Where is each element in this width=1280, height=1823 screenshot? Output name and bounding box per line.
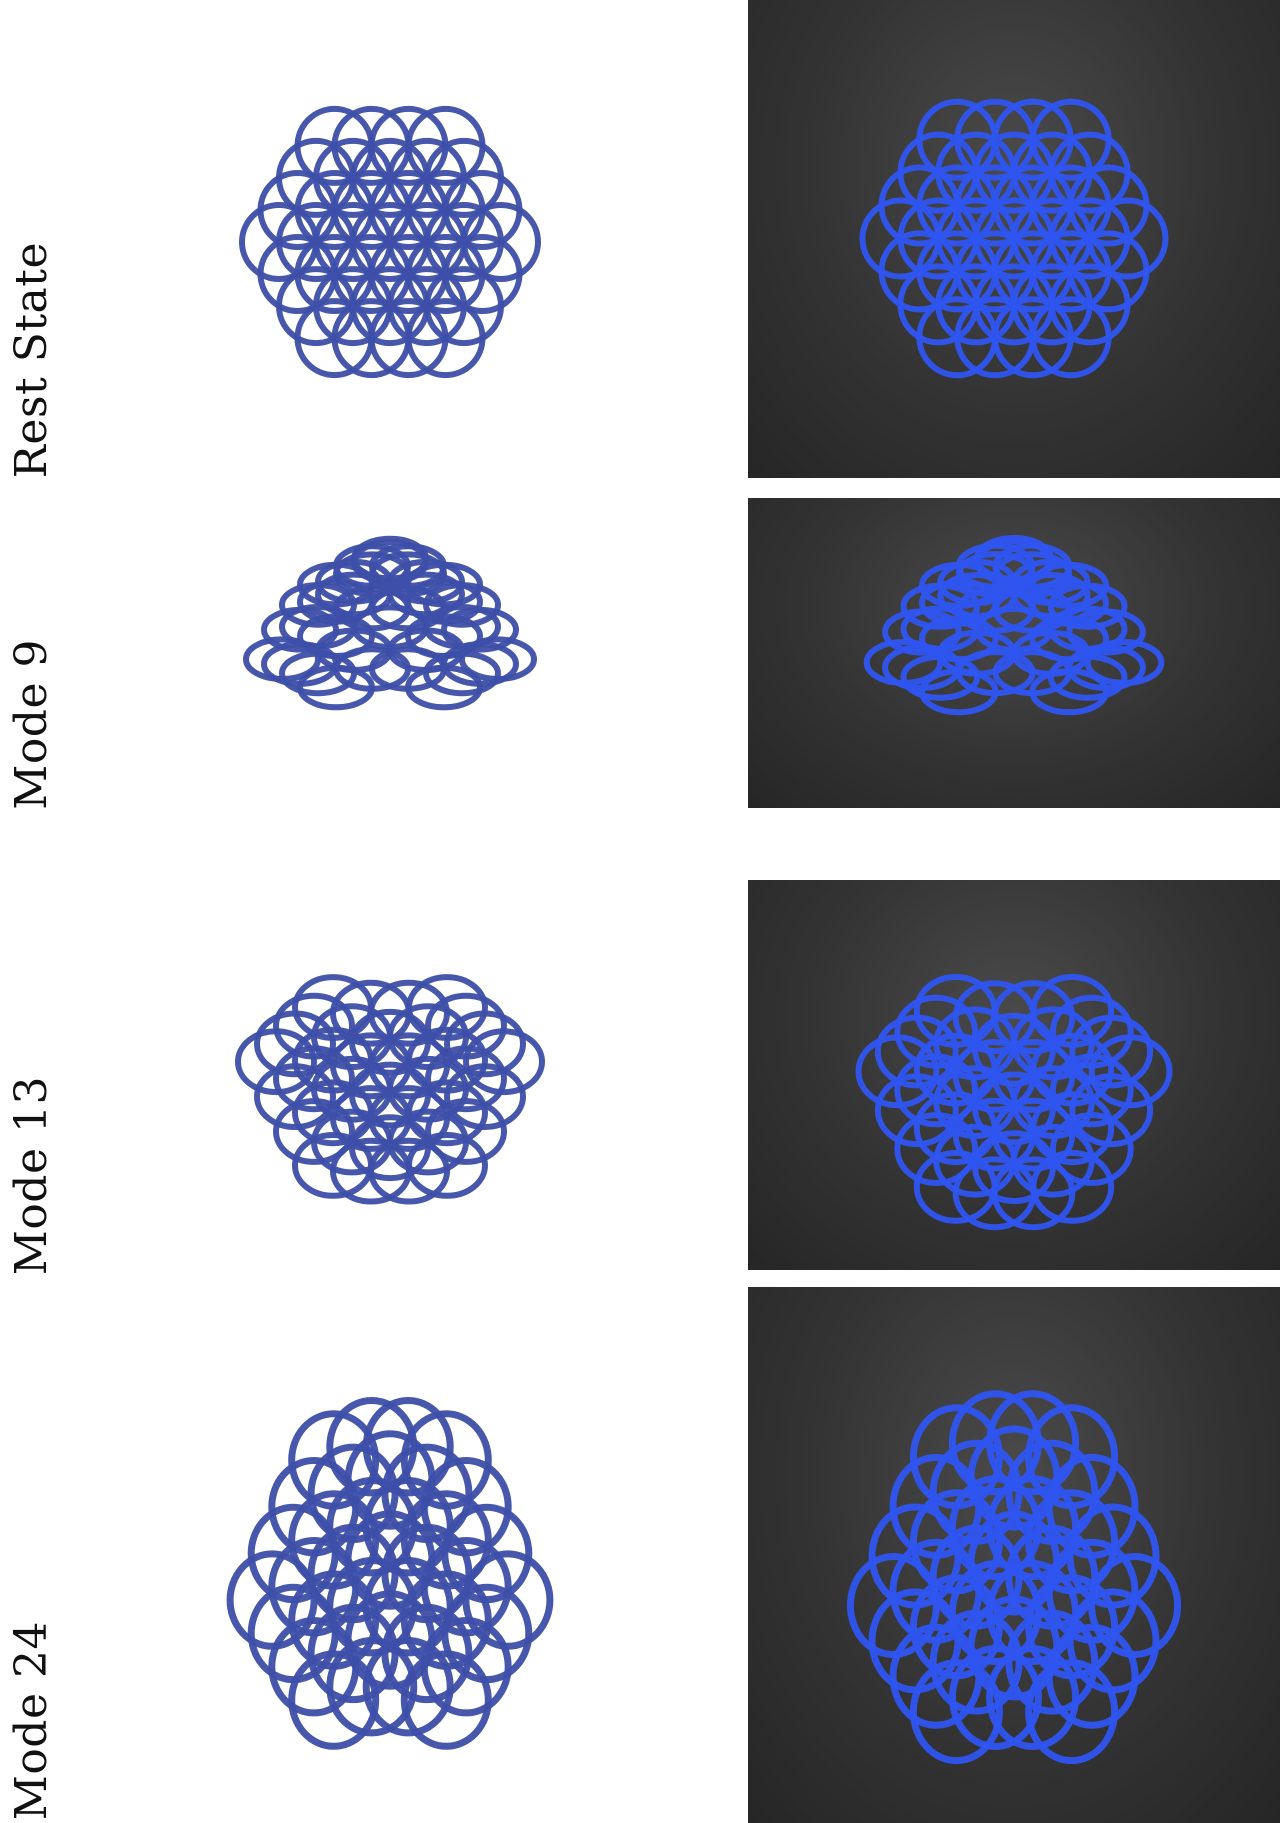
lattice-ring bbox=[441, 1583, 533, 1684]
lattice-ring bbox=[1069, 1073, 1154, 1148]
mode-9-shape-photo bbox=[863, 535, 1165, 716]
lattice-ring bbox=[1025, 1489, 1119, 1595]
simulation-mode-13 bbox=[130, 890, 650, 1240]
lattice-ring bbox=[420, 1617, 512, 1717]
lattice-ring bbox=[894, 994, 979, 1069]
lattice-ring bbox=[461, 202, 541, 282]
mode-13-shape-sim bbox=[235, 974, 545, 1205]
lattice-ring bbox=[420, 1537, 512, 1637]
lattice-ring bbox=[288, 1650, 380, 1750]
simulation-mode-24 bbox=[130, 1300, 650, 1805]
photo-rest-state bbox=[748, 0, 1280, 478]
lattice-ring bbox=[381, 1443, 473, 1544]
row-label-text: Mode 24 bbox=[5, 1620, 57, 1820]
row-label-mode-24: Mode 24 bbox=[0, 1290, 62, 1820]
photo-mode-13 bbox=[748, 880, 1280, 1270]
lattice-ring bbox=[986, 1390, 1080, 1496]
lattice-ring bbox=[444, 1063, 526, 1131]
lattice-ring bbox=[462, 1550, 554, 1650]
lattice-ring bbox=[1045, 1623, 1139, 1729]
row-label-text: Mode 13 bbox=[5, 1075, 57, 1275]
lattice-ring bbox=[463, 1028, 545, 1096]
lattice-ring bbox=[1025, 1404, 1119, 1510]
photo-mode-24 bbox=[748, 1287, 1280, 1823]
lattice-ring bbox=[1086, 197, 1169, 280]
lattice-ring bbox=[273, 992, 355, 1060]
simulation-rest-state bbox=[130, 10, 650, 475]
lattice-ring bbox=[406, 1079, 488, 1147]
simulation-mode-9 bbox=[130, 500, 650, 800]
lattice-ring bbox=[425, 1045, 507, 1113]
lattice-ring bbox=[909, 1659, 1003, 1765]
lattice-ring bbox=[444, 1010, 526, 1078]
mode-24-shape-sim bbox=[226, 1397, 554, 1750]
lattice-ring bbox=[1066, 608, 1146, 656]
lattice-ring bbox=[948, 1645, 1042, 1750]
lattice-ring bbox=[1084, 639, 1165, 686]
lattice-ring bbox=[326, 1637, 418, 1737]
lattice-ring bbox=[425, 1098, 507, 1165]
lattice-ring bbox=[441, 1503, 533, 1604]
lattice-ring bbox=[1049, 1112, 1134, 1186]
lattice-ring bbox=[1047, 582, 1128, 630]
lattice-ring bbox=[406, 1132, 488, 1199]
lattice-ring bbox=[1045, 1453, 1139, 1559]
lattice-ring bbox=[400, 1490, 492, 1590]
lattice-ring bbox=[1088, 1034, 1173, 1109]
lattice-ring bbox=[1066, 1503, 1160, 1609]
lattice-ring bbox=[387, 571, 465, 618]
lattice-ring bbox=[400, 1410, 492, 1510]
flat-lattice-sim bbox=[239, 105, 541, 379]
mode-9-shape-sim bbox=[243, 535, 537, 711]
lattice-ring bbox=[1011, 572, 1091, 619]
lattice-ring bbox=[441, 606, 519, 653]
lattice-ring bbox=[1030, 1091, 1115, 1166]
mode-24-shape-photo bbox=[846, 1390, 1182, 1765]
lattice-ring bbox=[1049, 1053, 1134, 1128]
row-label-mode-13: Mode 13 bbox=[0, 880, 62, 1275]
lattice-ring bbox=[420, 1457, 512, 1557]
lattice-ring bbox=[226, 1550, 318, 1650]
lattice-ring bbox=[423, 582, 501, 628]
lattice-ring bbox=[846, 1553, 940, 1658]
flat-lattice-photo bbox=[859, 98, 1169, 379]
lattice-ring bbox=[459, 636, 537, 682]
row-label-mode-9: Mode 9 bbox=[0, 490, 62, 810]
photo-mode-9 bbox=[748, 498, 1280, 808]
lattice-ring bbox=[362, 1397, 454, 1497]
mode-13-shape-photo bbox=[855, 973, 1173, 1231]
lattice-ring bbox=[1066, 1588, 1160, 1694]
lattice-ring bbox=[1005, 1439, 1099, 1545]
lattice-ring bbox=[1030, 1150, 1115, 1224]
lattice-ring bbox=[1045, 1538, 1139, 1644]
row-label-text: Mode 9 bbox=[5, 639, 57, 810]
row-label-rest-state: Rest State bbox=[0, 0, 62, 478]
lattice-ring bbox=[1069, 1014, 1154, 1089]
lattice-ring bbox=[1088, 1553, 1182, 1658]
row-label-text: Rest State bbox=[5, 241, 57, 478]
